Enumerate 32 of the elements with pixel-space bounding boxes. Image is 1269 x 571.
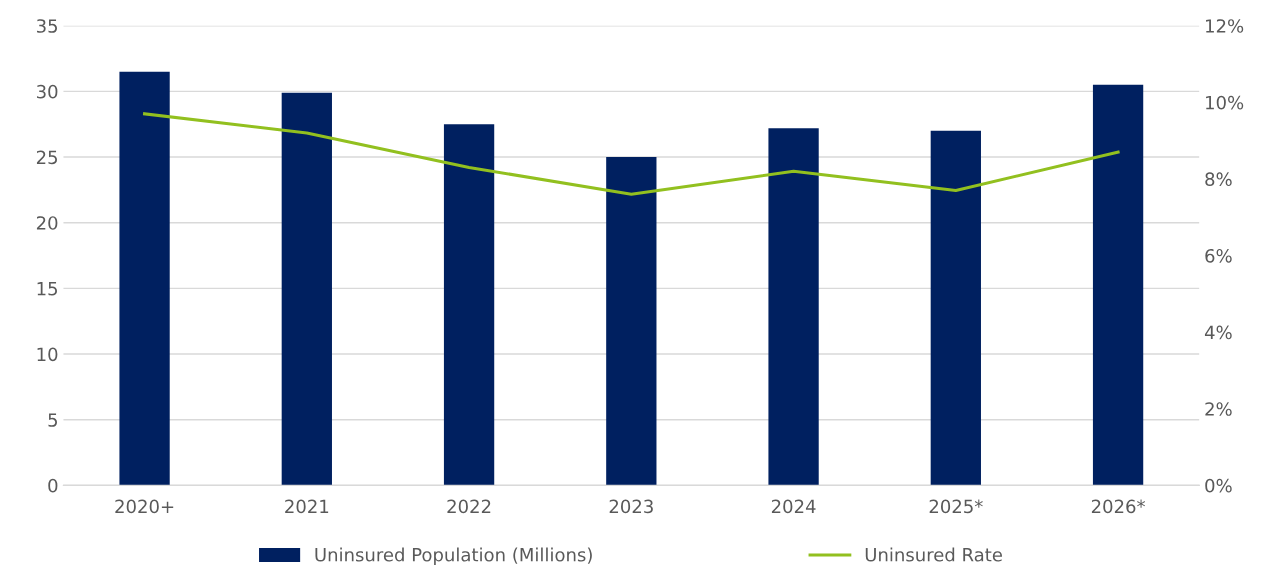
bar: [443, 124, 495, 486]
x-tick-label: 2020+: [115, 499, 174, 514]
x-tick-label: 2024: [771, 499, 816, 514]
y2-tick-label: 2%: [1205, 402, 1232, 416]
y-tick-label: 30: [36, 84, 58, 99]
bar: [768, 128, 819, 486]
x-tick-label: 2023: [609, 499, 653, 514]
legend-label: Uninsured Population (Millions): [315, 547, 592, 566]
line-series: [143, 112, 1120, 196]
y-tick-label: 35: [36, 19, 58, 33]
bar: [930, 130, 981, 486]
y2-tick-label: 12%: [1206, 19, 1244, 33]
x-tick-label: 2021: [285, 499, 329, 514]
y2-tick-label: 8%: [1205, 172, 1232, 187]
x-tick-label: 2025*: [929, 499, 983, 514]
x-tick-label: 2026*: [1091, 499, 1146, 514]
legend-label: Uninsured Rate: [865, 547, 1002, 562]
y-tick-label: 20: [36, 216, 58, 230]
y2-tick-label: 4%: [1204, 325, 1232, 340]
y2-tick-label: 6%: [1205, 248, 1232, 263]
y-tick-label: 10: [37, 347, 58, 362]
bar: [606, 157, 657, 486]
y-tick-label: 15: [37, 282, 58, 296]
bar: [1092, 84, 1144, 486]
y2-tick-label: 10%: [1206, 95, 1244, 110]
bar: [119, 71, 170, 486]
y-tick-label: 25: [36, 150, 58, 165]
bar: [281, 92, 332, 486]
x-tick-label: 2022: [447, 499, 491, 514]
y-tick-label: 5: [48, 413, 58, 427]
y2-tick-label: 0%: [1205, 478, 1232, 493]
y-tick-label: 0: [48, 478, 58, 493]
